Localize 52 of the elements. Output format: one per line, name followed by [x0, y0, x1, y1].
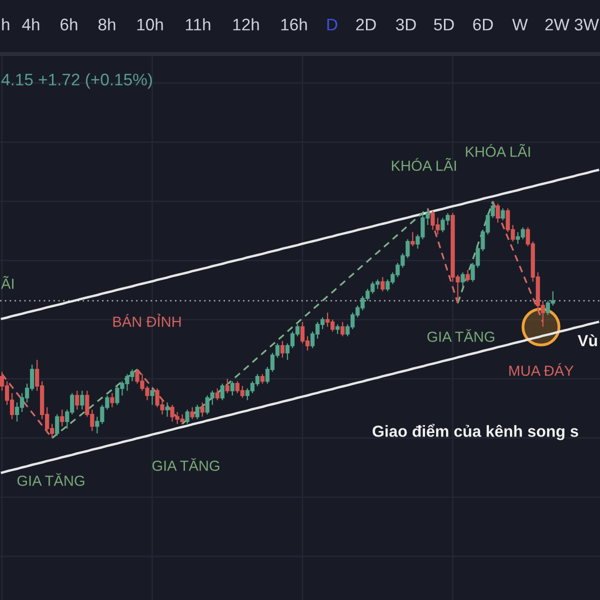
text: 16h — [281, 18, 307, 30]
candlestick — [225, 378, 230, 394]
text: 2D — [356, 18, 376, 30]
candlestick — [200, 402, 204, 418]
candlestick — [466, 269, 470, 282]
candlestick — [280, 340, 285, 358]
candlestick — [230, 380, 234, 396]
text: 12h — [233, 18, 259, 30]
candlestick — [496, 203, 500, 224]
annotation: ÃI — [1, 276, 14, 289]
annotation: BÁN ĐỈNH — [113, 314, 181, 327]
text: KHÓA LÃI — [466, 144, 530, 157]
candlestick — [110, 392, 114, 408]
candlestick — [60, 409, 64, 427]
candlestick — [380, 276, 385, 292]
candlestick — [80, 390, 84, 410]
candlestick — [336, 324, 340, 334]
text: GIA TĂNG — [17, 473, 84, 486]
text: 2W — [545, 18, 570, 30]
text: 3D — [396, 18, 416, 30]
candlestick — [260, 374, 264, 384]
candlestick — [55, 414, 60, 436]
candlestick — [150, 388, 154, 406]
text: 6D — [473, 18, 493, 30]
annotation: MUA ĐÁY — [509, 363, 574, 376]
candlestick — [195, 404, 200, 420]
annotation: Vù — [578, 334, 597, 346]
candlestick — [340, 322, 345, 337]
text: D — [327, 18, 338, 30]
candlestick — [460, 272, 465, 288]
text: 8h — [98, 18, 116, 30]
candlestick — [165, 402, 170, 418]
candlestick — [185, 409, 190, 424]
candlestick — [500, 208, 505, 221]
text: 10h — [137, 18, 163, 30]
candlestick — [410, 232, 415, 247]
candlestick — [75, 390, 80, 410]
text: 3W — [574, 18, 599, 30]
candlestick — [215, 388, 220, 401]
text: W — [512, 18, 528, 30]
text: 11h — [186, 18, 210, 30]
annotation: Giao điểm của kênh song s — [372, 424, 578, 440]
candlestick — [220, 383, 224, 401]
text: 5D — [434, 18, 454, 30]
text: 6h — [60, 18, 78, 30]
text: KHÓA LÃI — [392, 158, 456, 171]
text: GIA TĂNG — [152, 458, 220, 471]
text: h — [2, 18, 10, 30]
text: 4.15 +1.72 (+0.15%) — [1, 73, 152, 89]
annotation: GIA TĂNG — [427, 329, 494, 342]
text: 4h — [22, 18, 40, 30]
candlestick — [190, 406, 194, 420]
